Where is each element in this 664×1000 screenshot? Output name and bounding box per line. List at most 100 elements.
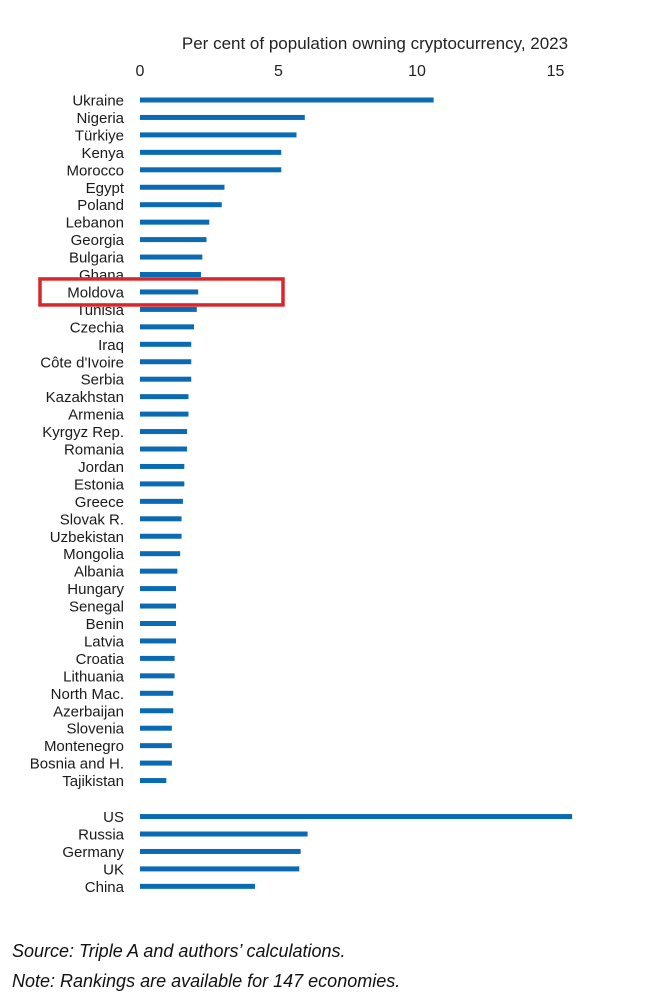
bar-cote-d-ivoire — [140, 359, 192, 365]
bar-senegal — [140, 603, 177, 609]
bar-lithuania — [140, 673, 175, 679]
label-lithuania: Lithuania — [63, 668, 125, 685]
label-czechia: Czechia — [70, 319, 125, 336]
label-lebanon: Lebanon — [66, 215, 124, 232]
bar-montenegro — [140, 743, 172, 749]
label-albania: Albania — [74, 564, 125, 581]
bar-latvia — [140, 638, 177, 644]
bar-us — [140, 814, 573, 820]
label-uzbekistan: Uzbekistan — [50, 529, 124, 546]
bar-turkiye — [140, 132, 297, 138]
bar-morocco — [140, 167, 282, 173]
label-moldova: Moldova — [67, 284, 124, 301]
label-romania: Romania — [64, 442, 125, 459]
label-north-mac: North Mac. — [51, 686, 124, 703]
label-cote-d-ivoire: Côte d'Ivoire — [40, 354, 124, 371]
bar-tunisia — [140, 306, 197, 312]
label-kyrgyz-rep: Kyrgyz Rep. — [42, 424, 124, 441]
label-bulgaria: Bulgaria — [69, 250, 125, 267]
label-turkiye: Türkiye — [75, 127, 124, 144]
bar-benin — [140, 621, 177, 626]
label-serbia: Serbia — [81, 372, 125, 389]
label-tajikistan: Tajikistan — [62, 773, 124, 790]
label-estonia: Estonia — [74, 476, 125, 493]
label-azerbaijan: Azerbaijan — [53, 703, 124, 720]
category-labels: UkraineNigeriaTürkiyeKenyaMoroccoEgyptPo… — [30, 93, 125, 896]
label-germany: Germany — [62, 844, 124, 861]
bar-armenia — [140, 411, 189, 417]
x-tick-label: 5 — [274, 63, 283, 80]
label-us: US — [103, 809, 124, 826]
bar-russia — [140, 831, 308, 837]
bar-slovenia — [140, 725, 172, 731]
bar-croatia — [140, 655, 175, 661]
label-nigeria: Nigeria — [76, 110, 124, 127]
bar-bosnia-and-h — [140, 760, 172, 766]
label-senegal: Senegal — [69, 599, 124, 616]
bar-tajikistan — [140, 778, 167, 784]
label-kenya: Kenya — [81, 145, 124, 162]
bar-poland — [140, 202, 222, 208]
bars — [140, 97, 573, 889]
bar-serbia — [140, 376, 192, 382]
label-uk: UK — [103, 861, 124, 878]
bar-kyrgyz-rep — [140, 429, 188, 435]
bar-azerbaijan — [140, 708, 174, 714]
label-benin: Benin — [86, 616, 124, 633]
bar-czechia — [140, 324, 195, 330]
label-morocco: Morocco — [66, 162, 124, 179]
bar-mongolia — [140, 551, 181, 557]
bar-georgia — [140, 237, 207, 243]
label-iraq: Iraq — [98, 337, 124, 354]
label-kazakhstan: Kazakhstan — [46, 389, 124, 406]
label-slovenia: Slovenia — [66, 721, 124, 738]
bar-jordan — [140, 463, 185, 469]
x-tick-label: 10 — [408, 63, 426, 80]
bar-china — [140, 883, 255, 889]
label-ghana: Ghana — [79, 267, 125, 284]
bar-nigeria — [140, 114, 305, 120]
bar-kazakhstan — [140, 394, 189, 400]
bar-greece — [140, 498, 183, 504]
x-tick-label: 0 — [136, 63, 145, 80]
bar-uzbekistan — [140, 533, 182, 539]
label-greece: Greece — [75, 494, 124, 511]
bar-ghana — [140, 272, 201, 277]
bar-north-mac — [140, 690, 174, 696]
bar-moldova — [140, 289, 199, 295]
bar-uk — [140, 866, 300, 872]
bar-egypt — [140, 184, 225, 190]
bar-chart: Per cent of population owning cryptocurr… — [30, 34, 573, 896]
chart-title: Per cent of population owning cryptocurr… — [182, 34, 568, 53]
bar-hungary — [140, 586, 177, 592]
moldova-highlight-box — [38, 277, 285, 307]
label-russia: Russia — [78, 827, 125, 844]
bar-germany — [140, 848, 301, 854]
label-hungary: Hungary — [67, 581, 124, 598]
bar-slovak-r — [140, 516, 182, 522]
label-ukraine: Ukraine — [72, 93, 124, 110]
bar-kenya — [140, 149, 282, 155]
bar-albania — [140, 568, 178, 574]
label-china: China — [85, 879, 125, 896]
label-mongolia: Mongolia — [63, 546, 125, 563]
label-latvia: Latvia — [84, 633, 125, 650]
label-armenia: Armenia — [68, 407, 125, 424]
bar-estonia — [140, 481, 185, 487]
label-montenegro: Montenegro — [44, 738, 124, 755]
chart-notes: Source: Triple A and authors’ calculatio… — [12, 936, 400, 996]
bar-ukraine — [140, 97, 434, 103]
bar-iraq — [140, 341, 192, 347]
bar-lebanon — [140, 219, 210, 225]
label-slovak-r: Slovak R. — [60, 511, 124, 528]
label-bosnia-and-h: Bosnia and H. — [30, 756, 124, 773]
bar-romania — [140, 446, 188, 452]
label-egypt: Egypt — [86, 180, 125, 197]
source-note: Source: Triple A and authors’ calculatio… — [12, 941, 346, 961]
label-georgia: Georgia — [71, 232, 125, 249]
label-jordan: Jordan — [78, 459, 124, 476]
label-croatia: Croatia — [76, 651, 125, 668]
x-tick-label: 15 — [547, 63, 565, 80]
label-poland: Poland — [77, 197, 124, 214]
bar-bulgaria — [140, 254, 203, 260]
